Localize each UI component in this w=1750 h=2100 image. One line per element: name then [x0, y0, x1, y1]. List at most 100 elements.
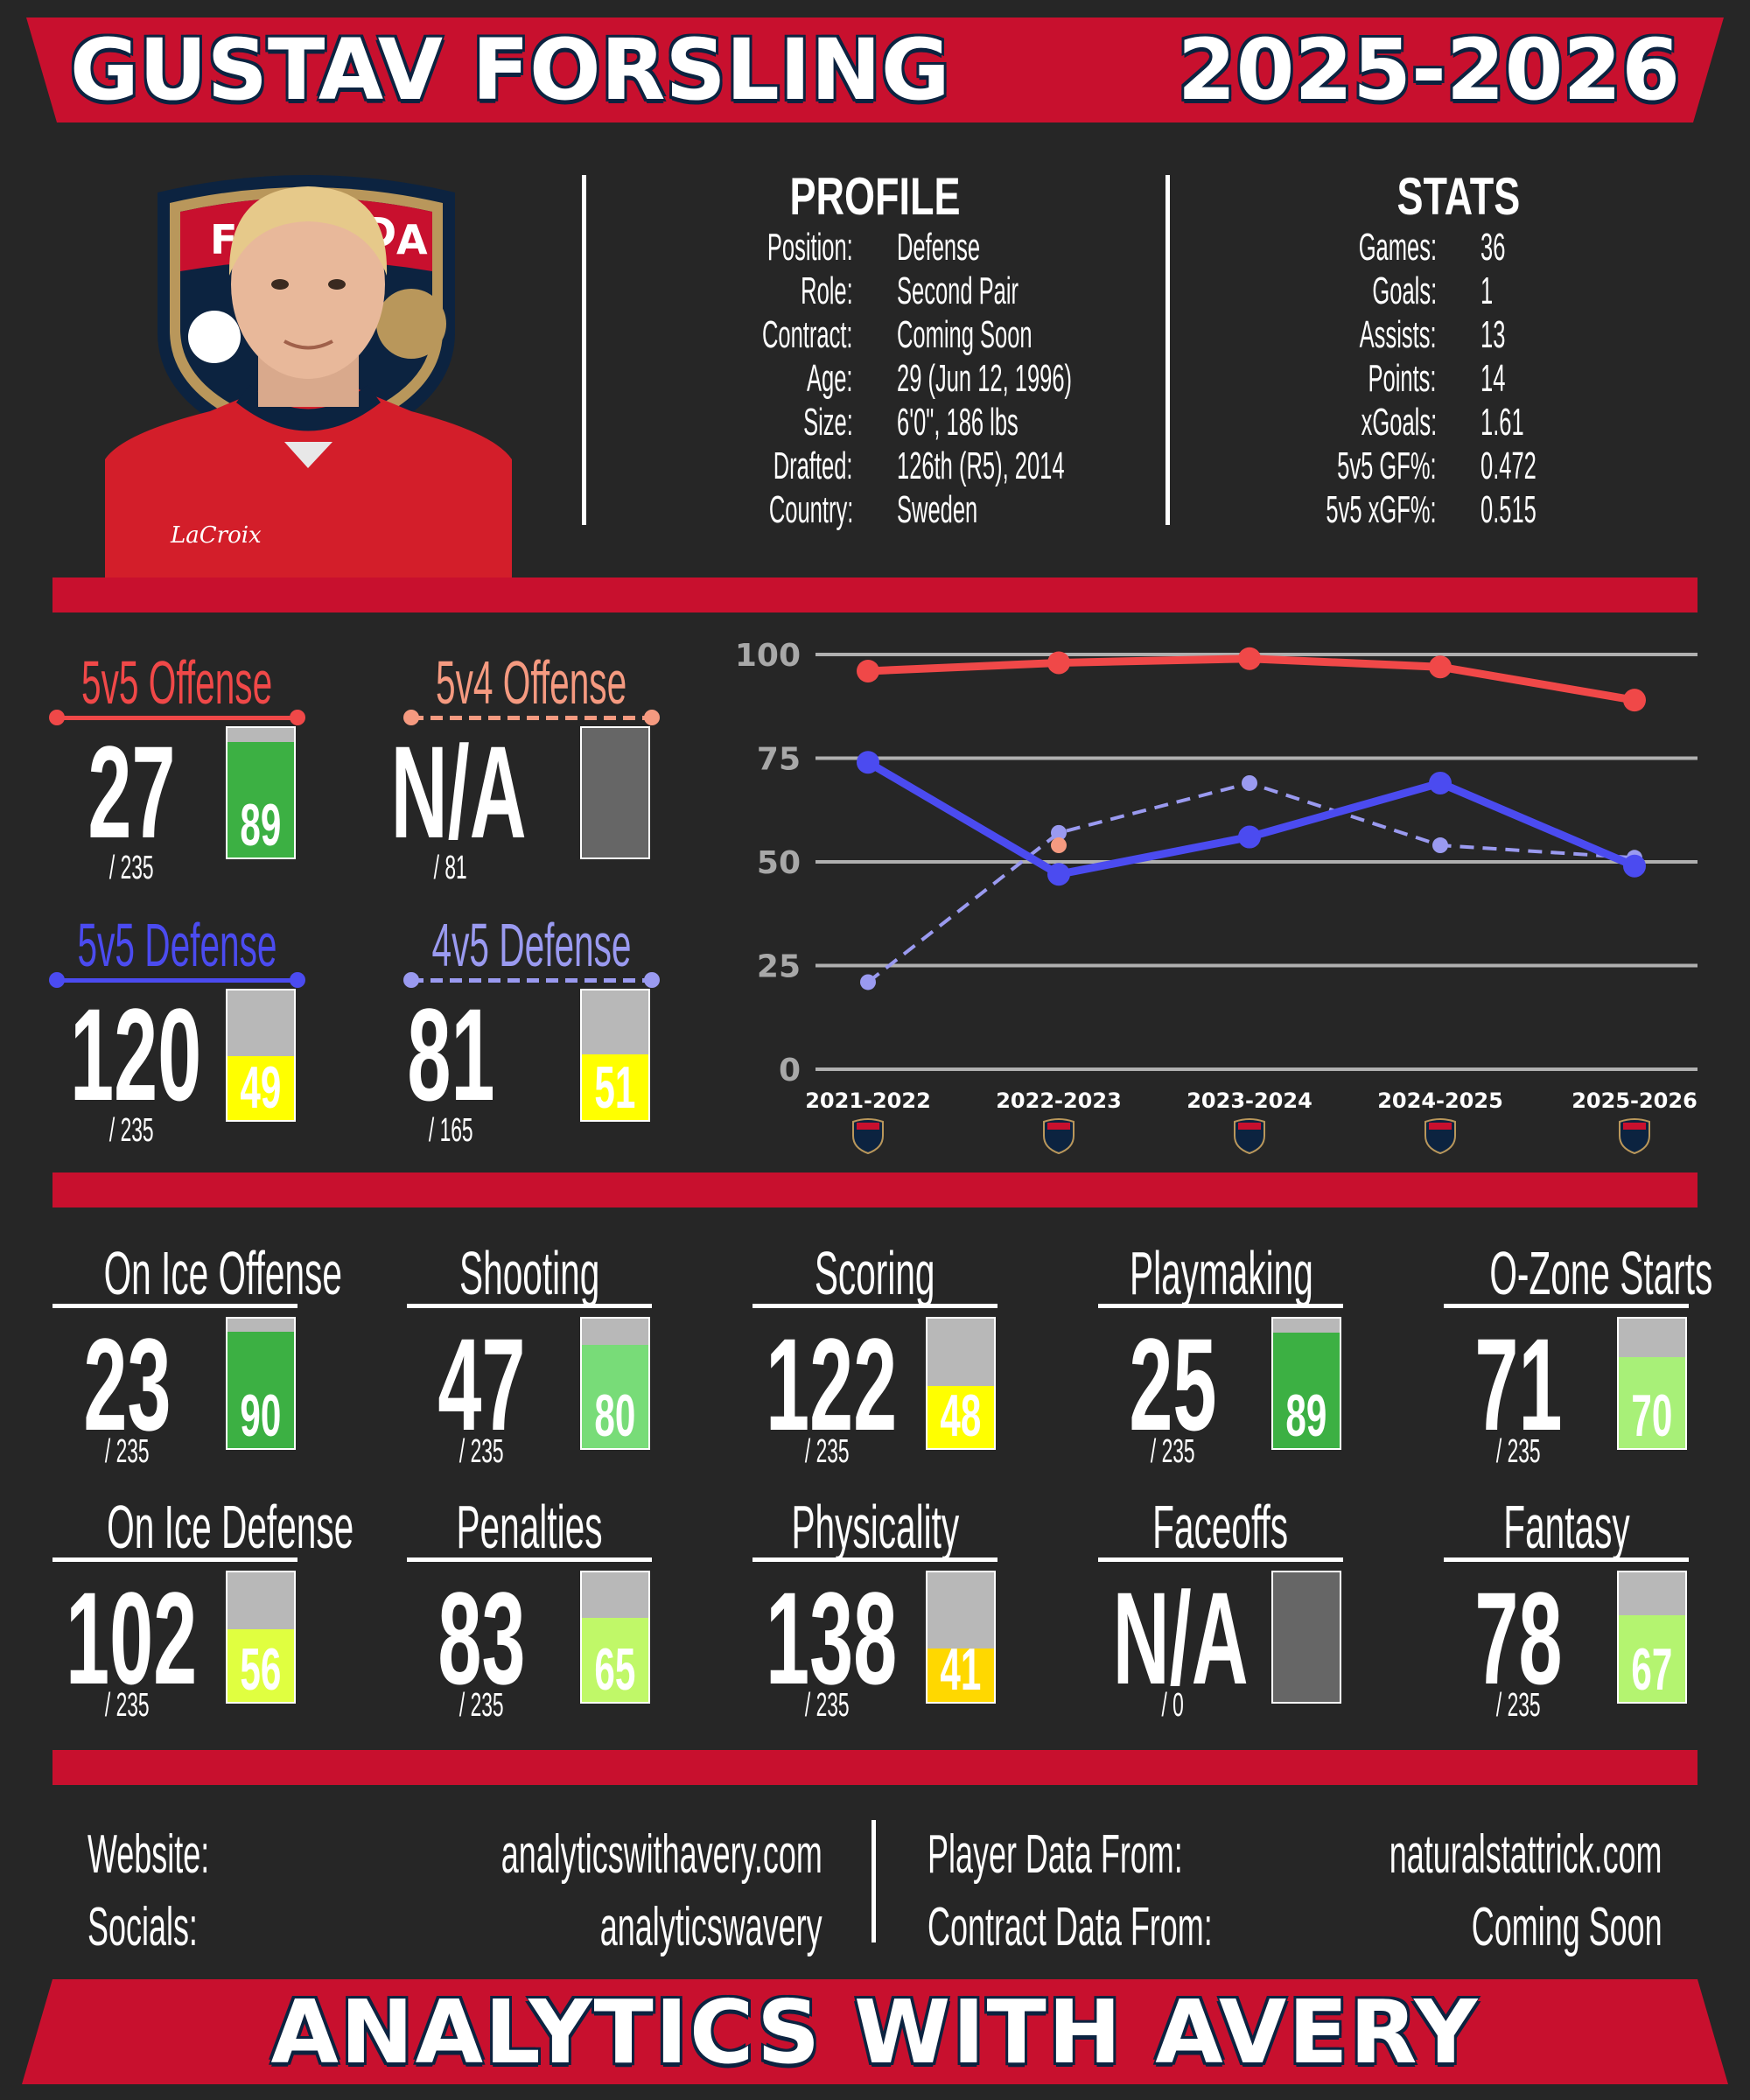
section-divider-1 [52, 578, 1698, 612]
percentile-fill [228, 1332, 294, 1448]
metric-rank: N/A [1112, 1564, 1249, 1712]
profile-separator [582, 175, 586, 525]
website-label: Website: [88, 1824, 210, 1885]
metric-total: / 235 [108, 1112, 154, 1149]
metric-title: Faceoffs [1152, 1493, 1289, 1561]
header-banner: GUSTAV FORSLING 2025-2026 [26, 18, 1724, 122]
metric-rank: 25 [1128, 1311, 1217, 1458]
metric-underline [752, 1304, 998, 1308]
metric-title: 5v5 Defense [77, 911, 277, 979]
metric-title: 5v4 Offense [436, 648, 627, 717]
metric-rank: 83 [437, 1564, 526, 1712]
stats-label: 5v5 GF%: [1337, 444, 1437, 487]
metric-rank: 102 [66, 1564, 198, 1712]
metric-total: / 235 [108, 850, 154, 886]
metric-total: / 165 [428, 1112, 473, 1149]
profile-label: Contract: [762, 313, 853, 356]
metric-rank: 23 [82, 1311, 172, 1458]
metric-underline [752, 1558, 998, 1562]
percentile-fill [1619, 1615, 1685, 1702]
percentile-value: 70 [1631, 1382, 1673, 1449]
profile-value: Sweden [897, 488, 978, 531]
metric-underline [1444, 1558, 1689, 1562]
percentile-value: 67 [1631, 1636, 1673, 1703]
percentile-fill [228, 1629, 294, 1702]
metric-underline [49, 972, 305, 988]
metric-rank: 120 [70, 981, 202, 1128]
player-name: GUSTAV FORSLING [70, 21, 950, 119]
stats-label: Games: [1358, 226, 1437, 269]
percentile-value: 56 [240, 1636, 282, 1703]
percentile-fill [582, 728, 648, 858]
series-point [857, 751, 879, 774]
percentile-bar: 51 [580, 989, 650, 1122]
percentile-bar: 90 [226, 1317, 296, 1450]
metric-total: / 235 [1495, 1687, 1541, 1724]
metric-total: / 235 [104, 1687, 150, 1724]
jersey-brand-text: LaCroix [170, 522, 262, 549]
percentile-bar: 67 [1617, 1571, 1687, 1704]
series-point [1238, 647, 1261, 670]
player-data-value[interactable]: naturalstattrick.com [1390, 1824, 1662, 1885]
percentile-fill [1273, 1333, 1340, 1448]
website-value[interactable]: analyticswithavery.com [500, 1824, 822, 1885]
season-logo-band [1238, 1123, 1261, 1130]
profile-label: Drafted: [774, 444, 853, 487]
stats-label: Assists: [1360, 313, 1437, 356]
percentile-value: 90 [240, 1382, 282, 1449]
percentile-bar [580, 726, 650, 859]
percentile-fill [582, 1345, 648, 1448]
underline-dot-left [49, 972, 65, 988]
series-point [860, 974, 876, 990]
series-point [1623, 689, 1646, 712]
brand-name: ANALYTICS WITH AVERY [270, 1980, 1480, 2083]
underline-dot-right [290, 710, 305, 725]
metric-rank: 78 [1474, 1564, 1563, 1712]
series-point [1432, 837, 1448, 854]
season-logo-band [1623, 1123, 1646, 1130]
profile-value: 126th (R5), 2014 [897, 444, 1065, 487]
metric-underline [52, 1558, 298, 1562]
profile-value: Second Pair [897, 270, 1019, 312]
percentile-bar: 56 [226, 1571, 296, 1704]
metric-underline [403, 972, 660, 988]
underline-dot-left [403, 710, 419, 725]
metric-title: On Ice Offense [103, 1239, 342, 1307]
series-point [857, 659, 879, 682]
series-point [1051, 837, 1067, 854]
metric-underline [403, 710, 660, 725]
series-point [1047, 863, 1070, 886]
series-point [1429, 655, 1452, 679]
percentile-value: 48 [940, 1382, 982, 1449]
profile-title: PROFILE [789, 167, 961, 226]
stats-label: Points: [1368, 357, 1437, 400]
percentile-value: 80 [594, 1382, 636, 1449]
y-tick-label: 75 [757, 742, 801, 778]
metric-underline [1444, 1304, 1689, 1308]
season-logo-band [1047, 1123, 1070, 1130]
stats-label: 5v5 xGF%: [1326, 488, 1437, 531]
y-tick-label: 50 [757, 845, 801, 881]
metric-total: / 0 [1161, 1687, 1184, 1724]
section-divider-3 [52, 1750, 1698, 1785]
profile-label: Position: [767, 226, 853, 269]
metric-rank: 138 [766, 1564, 898, 1712]
metric-title: Fantasy [1502, 1493, 1630, 1561]
percentile-fill [1273, 1572, 1340, 1702]
percentile-fill [1619, 1357, 1685, 1448]
percentile-fill [228, 1056, 294, 1120]
metric-title: 5v5 Offense [81, 648, 273, 717]
footer-banner: ANALYTICS WITH AVERY [22, 1979, 1728, 2084]
metric-underline [1098, 1558, 1343, 1562]
metric-rank: 122 [766, 1311, 898, 1458]
percentile-bar: 48 [926, 1317, 996, 1450]
percentile-bar: 70 [1617, 1317, 1687, 1450]
metric-title: Scoring [815, 1239, 935, 1307]
series-point [1238, 825, 1261, 849]
profile-label: Size: [803, 401, 853, 444]
contract-data-label: Contract Data From: [928, 1897, 1213, 1957]
metric-total: / 235 [458, 1433, 504, 1470]
player-data-label: Player Data From: [928, 1824, 1183, 1885]
percentile-value: 41 [940, 1636, 982, 1703]
socials-value[interactable]: analyticswavery [600, 1897, 822, 1957]
